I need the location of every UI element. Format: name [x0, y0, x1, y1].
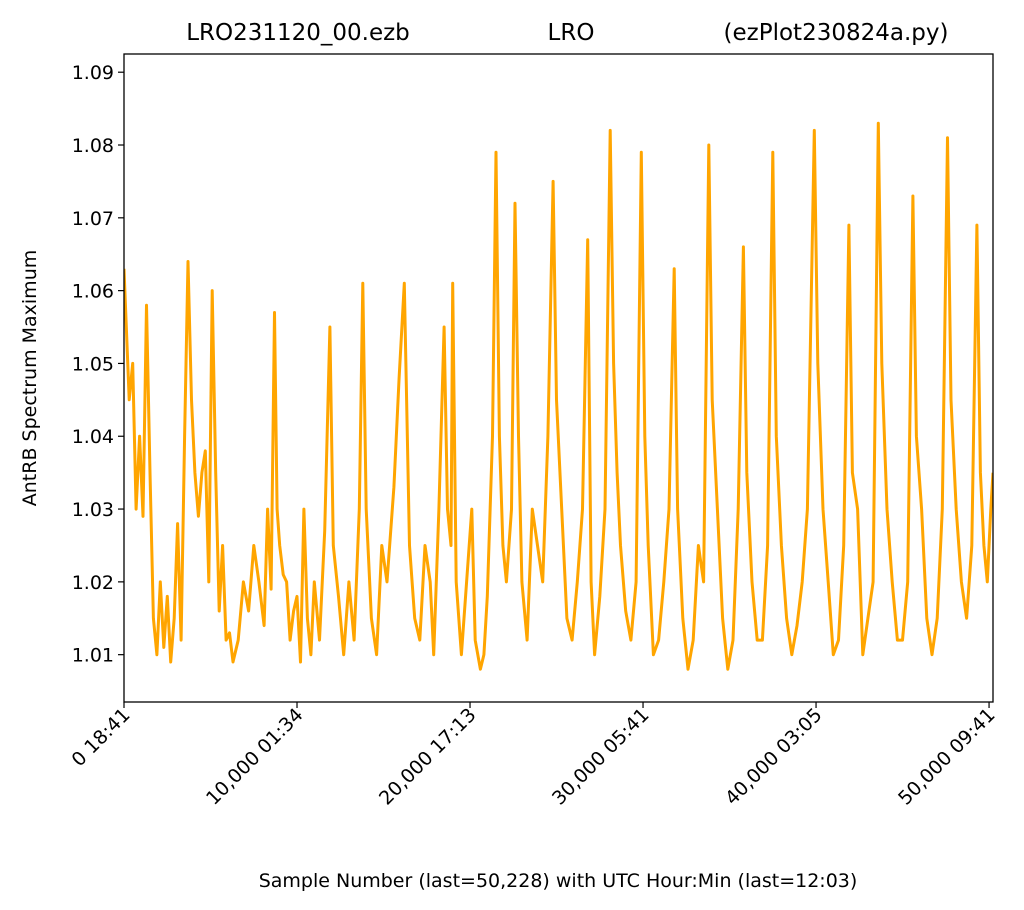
y-tick-label: 1.02	[72, 572, 114, 594]
y-tick-label: 1.05	[72, 353, 114, 375]
y-axis-label: AntRB Spectrum Maximum	[19, 250, 41, 507]
y-tick-label: 1.01	[72, 645, 114, 667]
plot-frame	[123, 53, 994, 703]
axes: 1.01 1.02 1.03 1.04 1.05 1.06 1.07 1.08 1.09 0 18…	[67, 53, 1000, 810]
y-tick-label: 1.07	[72, 208, 114, 230]
plot-area	[124, 121, 993, 671]
chart-title-right: (ezPlot230824a.py)	[724, 20, 949, 46]
y-tick-label: 1.03	[72, 499, 114, 521]
x-axis-label: Sample Number (last=50,228) with UTC Hou…	[259, 870, 858, 892]
x-tick-label: 30,000 05:41	[548, 704, 654, 810]
chart-title-center: LRO	[548, 20, 595, 46]
x-tick-label: 10,000 01:34	[202, 704, 308, 810]
series-line-0	[124, 121, 993, 671]
x-tick-label: 20,000 17:13	[375, 704, 481, 810]
x-tick-label: 40,000 03:05	[721, 704, 827, 810]
chart-title-left: LRO231120_00.ezb	[186, 20, 410, 46]
y-tick-label: 1.06	[72, 281, 114, 303]
y-tick-label: 1.09	[72, 62, 114, 84]
x-tick-label: 50,000 09:41	[894, 704, 1000, 810]
y-tick-label: 1.08	[72, 135, 114, 157]
y-tick-label: 1.04	[72, 426, 114, 448]
x-tick-label: 0 18:41	[67, 704, 134, 771]
